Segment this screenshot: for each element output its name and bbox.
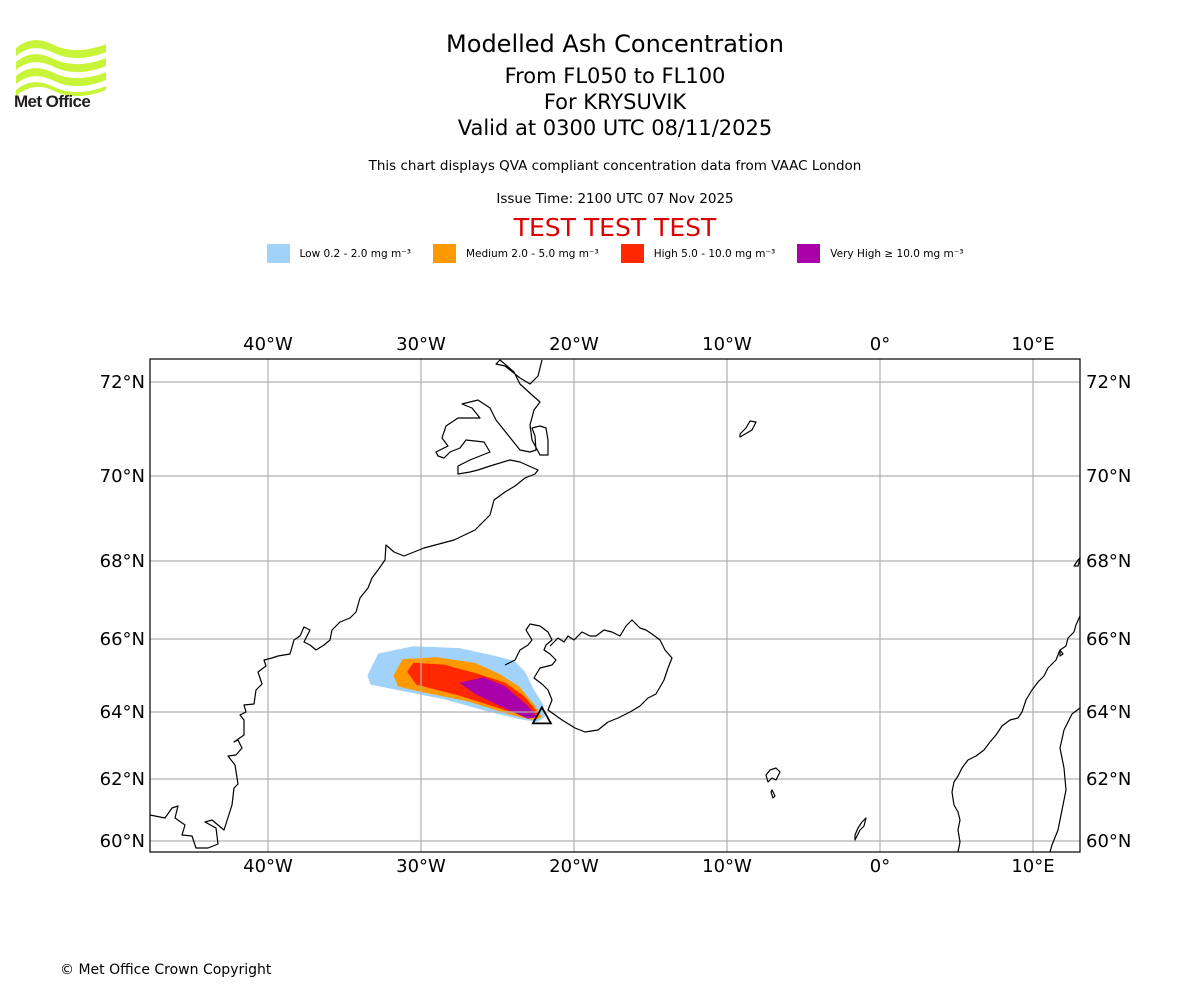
valid-time: Valid at 0300 UTC 08/11/2025 [457,116,773,140]
legend-label-low: Low 0.2 - 2.0 mg m⁻³ [299,247,411,260]
lat-tick-label-right: 70°N [1086,466,1131,487]
lat-tick-label-left: 62°N [100,769,145,790]
coastline-greenland [149,359,549,849]
lon-tick-label-bottom: 10°W [702,856,752,877]
map-border [149,358,1081,853]
lon-tick-label-bottom: 20°W [549,856,599,877]
lon-tick-label-bottom: 10°E [1011,856,1054,877]
legend-label-high: High 5.0 - 10.0 mg m⁻³ [653,247,776,260]
ash-plume [367,646,545,722]
lat-tick-label-left: 68°N [100,551,145,572]
logo-wave-4 [16,82,106,97]
volcano-marker [531,705,553,725]
lon-tick-label-top: 30°W [396,334,446,355]
logo-wave-2 [16,54,106,73]
lat-tick-label-left: 64°N [100,702,145,723]
lat-tick-label-left: 72°N [100,372,145,393]
chart-subtitle: This chart displays QVA compliant concen… [368,158,862,174]
legend-item-medium: Medium 2.0 - 5.0 mg m⁻³ [432,244,599,263]
lon-tick-label-top: 40°W [243,334,293,355]
legend-label-very-high: Very High ≥ 10.0 mg m⁻³ [830,247,964,260]
coastline-jan-mayen [739,420,757,438]
coastline-faroe [765,767,781,799]
lat-tick-label-right: 62°N [1086,769,1131,790]
legend-item-very-high: Very High ≥ 10.0 mg m⁻³ [797,244,963,263]
lon-tick-label-top: 20°W [549,334,599,355]
logo-text: Met Office [14,92,91,111]
copyright-notice: © Met Office Crown Copyright [60,962,272,978]
issue-time: Issue Time: 2100 UTC 07 Nov 2025 [496,191,734,207]
lon-tick-label-bottom: 0° [870,856,890,877]
coastline-shetland [854,817,867,841]
lat-tick-label-right: 60°N [1086,831,1131,852]
test-banner: TEST TEST TEST [513,213,717,242]
legend-item-low: Low 0.2 - 2.0 mg m⁻³ [266,244,411,263]
coastlines [149,359,1081,853]
legend-item-high: High 5.0 - 10.0 mg m⁻³ [620,244,776,263]
axis-labels: 40°W 40°W 30°W 30°W 20°W 20°W 10°W 10°W 0° 0° 10°E… [100,334,1132,877]
lat-tick-label-right: 68°N [1086,551,1131,572]
legend: Low 0.2 - 2.0 mg m⁻³ Medium 2.0 - 5.0 mg… [0,244,1200,263]
lat-tick-label-left: 60°N [100,831,145,852]
plume-very-high [459,677,538,719]
chart-title: Modelled Ash Concentration [446,30,784,58]
map-frame [149,358,1081,853]
legend-swatch-low [266,244,290,263]
lat-tick-label-left: 70°N [100,466,145,487]
graticule [150,359,1080,852]
lat-tick-label-left: 66°N [100,629,145,650]
coastline-norway-islands [1059,557,1081,657]
legend-swatch-high [620,244,644,263]
lon-tick-label-top: 0° [870,334,890,355]
lon-tick-label-top: 10°W [702,334,752,355]
lon-tick-label-top: 10°E [1011,334,1054,355]
lat-tick-label-right: 66°N [1086,629,1131,650]
met-office-logo [16,40,106,97]
legend-label-medium: Medium 2.0 - 5.0 mg m⁻³ [465,247,599,260]
coastline-iceland [504,619,673,733]
legend-swatch-very-high [797,244,821,263]
logo-wave-3 [16,68,106,87]
flight-level-range: From FL050 to FL100 [504,64,726,88]
volcano-name: For KRYSUVIK [543,90,687,114]
lon-tick-label-bottom: 30°W [396,856,446,877]
volcano-triangle-icon [531,705,553,725]
lon-tick-label-bottom: 40°W [243,856,293,877]
legend-swatch-medium [432,244,456,263]
logo-wave-1 [16,40,106,59]
lat-tick-label-right: 64°N [1086,702,1131,723]
lat-tick-label-right: 72°N [1086,372,1131,393]
